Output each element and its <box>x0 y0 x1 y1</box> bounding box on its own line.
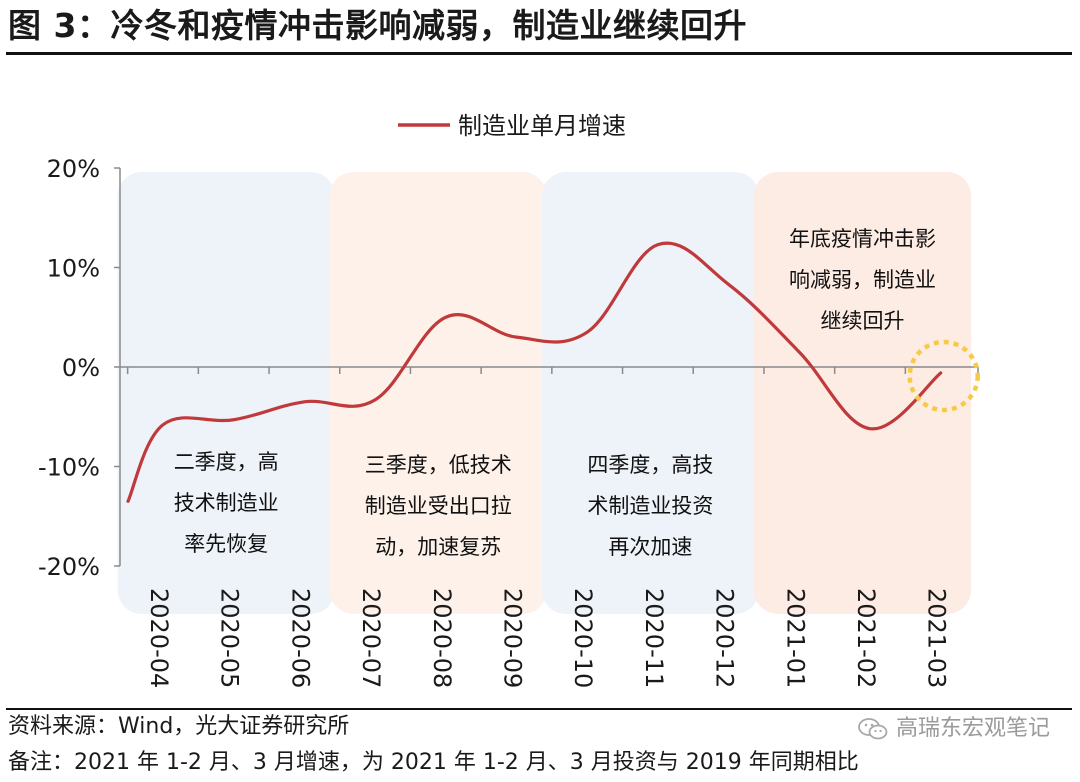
legend: 制造业单月增速 <box>398 112 626 140</box>
data-point <box>373 398 377 402</box>
shaded-region <box>541 172 759 614</box>
region-annotation-line: 技术制造业 <box>174 491 279 515</box>
highlight-circle <box>907 339 980 413</box>
x-tick-label: 2020-09 <box>499 588 527 688</box>
x-tick-label: 2020-04 <box>145 588 173 688</box>
data-point <box>232 418 235 421</box>
region-annotation-line: 三季度，低技术 <box>365 453 512 477</box>
shaded-region <box>117 172 335 614</box>
x-tick-label: 2021-02 <box>852 588 880 688</box>
footer-divider <box>6 708 1072 710</box>
x-tick-label: 2020-06 <box>286 588 314 688</box>
data-point <box>798 350 801 354</box>
series-layer <box>126 241 980 503</box>
shaded-region <box>753 172 972 614</box>
title-divider <box>6 52 1072 55</box>
watermark-text: 高瑞东宏观笔记 <box>895 716 1050 741</box>
data-point <box>161 423 165 426</box>
legend-label: 制造业单月增速 <box>458 112 626 140</box>
data-point <box>939 371 942 375</box>
data-point <box>656 243 660 246</box>
data-point <box>727 283 730 286</box>
x-tick-label: 2020-05 <box>216 588 244 688</box>
x-tick-label: 2020-11 <box>640 588 668 688</box>
data-point <box>515 335 518 339</box>
axes: -20% -10% 0% 10% 20% 2020-04 2020-05 2020-06 202… <box>38 155 979 688</box>
x-tick-label: 2020-07 <box>357 588 385 688</box>
region-annotation-line: 二季度，高 <box>174 450 279 474</box>
data-point <box>586 330 589 334</box>
region-annotation-line: 率先恢复 <box>184 532 268 556</box>
region-annotation-line: 再次加速 <box>608 535 692 559</box>
x-tick-label: 2020-12 <box>711 588 739 688</box>
y-tick-label: 10% <box>47 255 100 283</box>
x-tick-label: 2020-10 <box>569 588 597 688</box>
shaded-regions <box>117 172 972 614</box>
x-tick-label: 2020-08 <box>428 588 456 688</box>
chart-title: 图 3：冷冬和疫情冲击影响减弱，制造业继续回升 <box>8 6 747 45</box>
x-tick-label: 2021-03 <box>923 588 951 688</box>
region-annotation-line: 响减弱，制造业 <box>789 268 936 292</box>
region-annotation-line: 术制造业投资 <box>587 494 713 518</box>
region-annotation-line: 年底疫情冲击影 <box>789 227 936 251</box>
region-annotation-line: 四季度，高技 <box>587 453 713 477</box>
source-note: 资料来源：Wind，光大证券研究所 <box>8 714 350 739</box>
y-tick-label: -20% <box>38 553 100 581</box>
y-tick-label: 0% <box>62 354 100 382</box>
x-tick-label: 2021-01 <box>781 588 809 688</box>
data-point <box>444 316 447 319</box>
footnote: 备注：2021 年 1-2 月、3 月增速，为 2021 年 1-2 月、3 月… <box>8 750 859 775</box>
y-tick-label: -10% <box>38 454 100 482</box>
region-annotation-line: 制造业受出口拉 <box>365 494 512 518</box>
data-point <box>303 400 306 404</box>
wechat-icon <box>858 718 888 740</box>
watermark: 高瑞东宏观笔记 <box>858 714 1050 744</box>
data-point <box>868 427 872 430</box>
y-tick-label: 20% <box>47 155 100 183</box>
region-annotation-line: 动，加速复苏 <box>375 535 501 559</box>
series-line <box>126 241 943 503</box>
shaded-region <box>329 172 547 614</box>
region-annotation-line: 继续回升 <box>821 309 905 333</box>
